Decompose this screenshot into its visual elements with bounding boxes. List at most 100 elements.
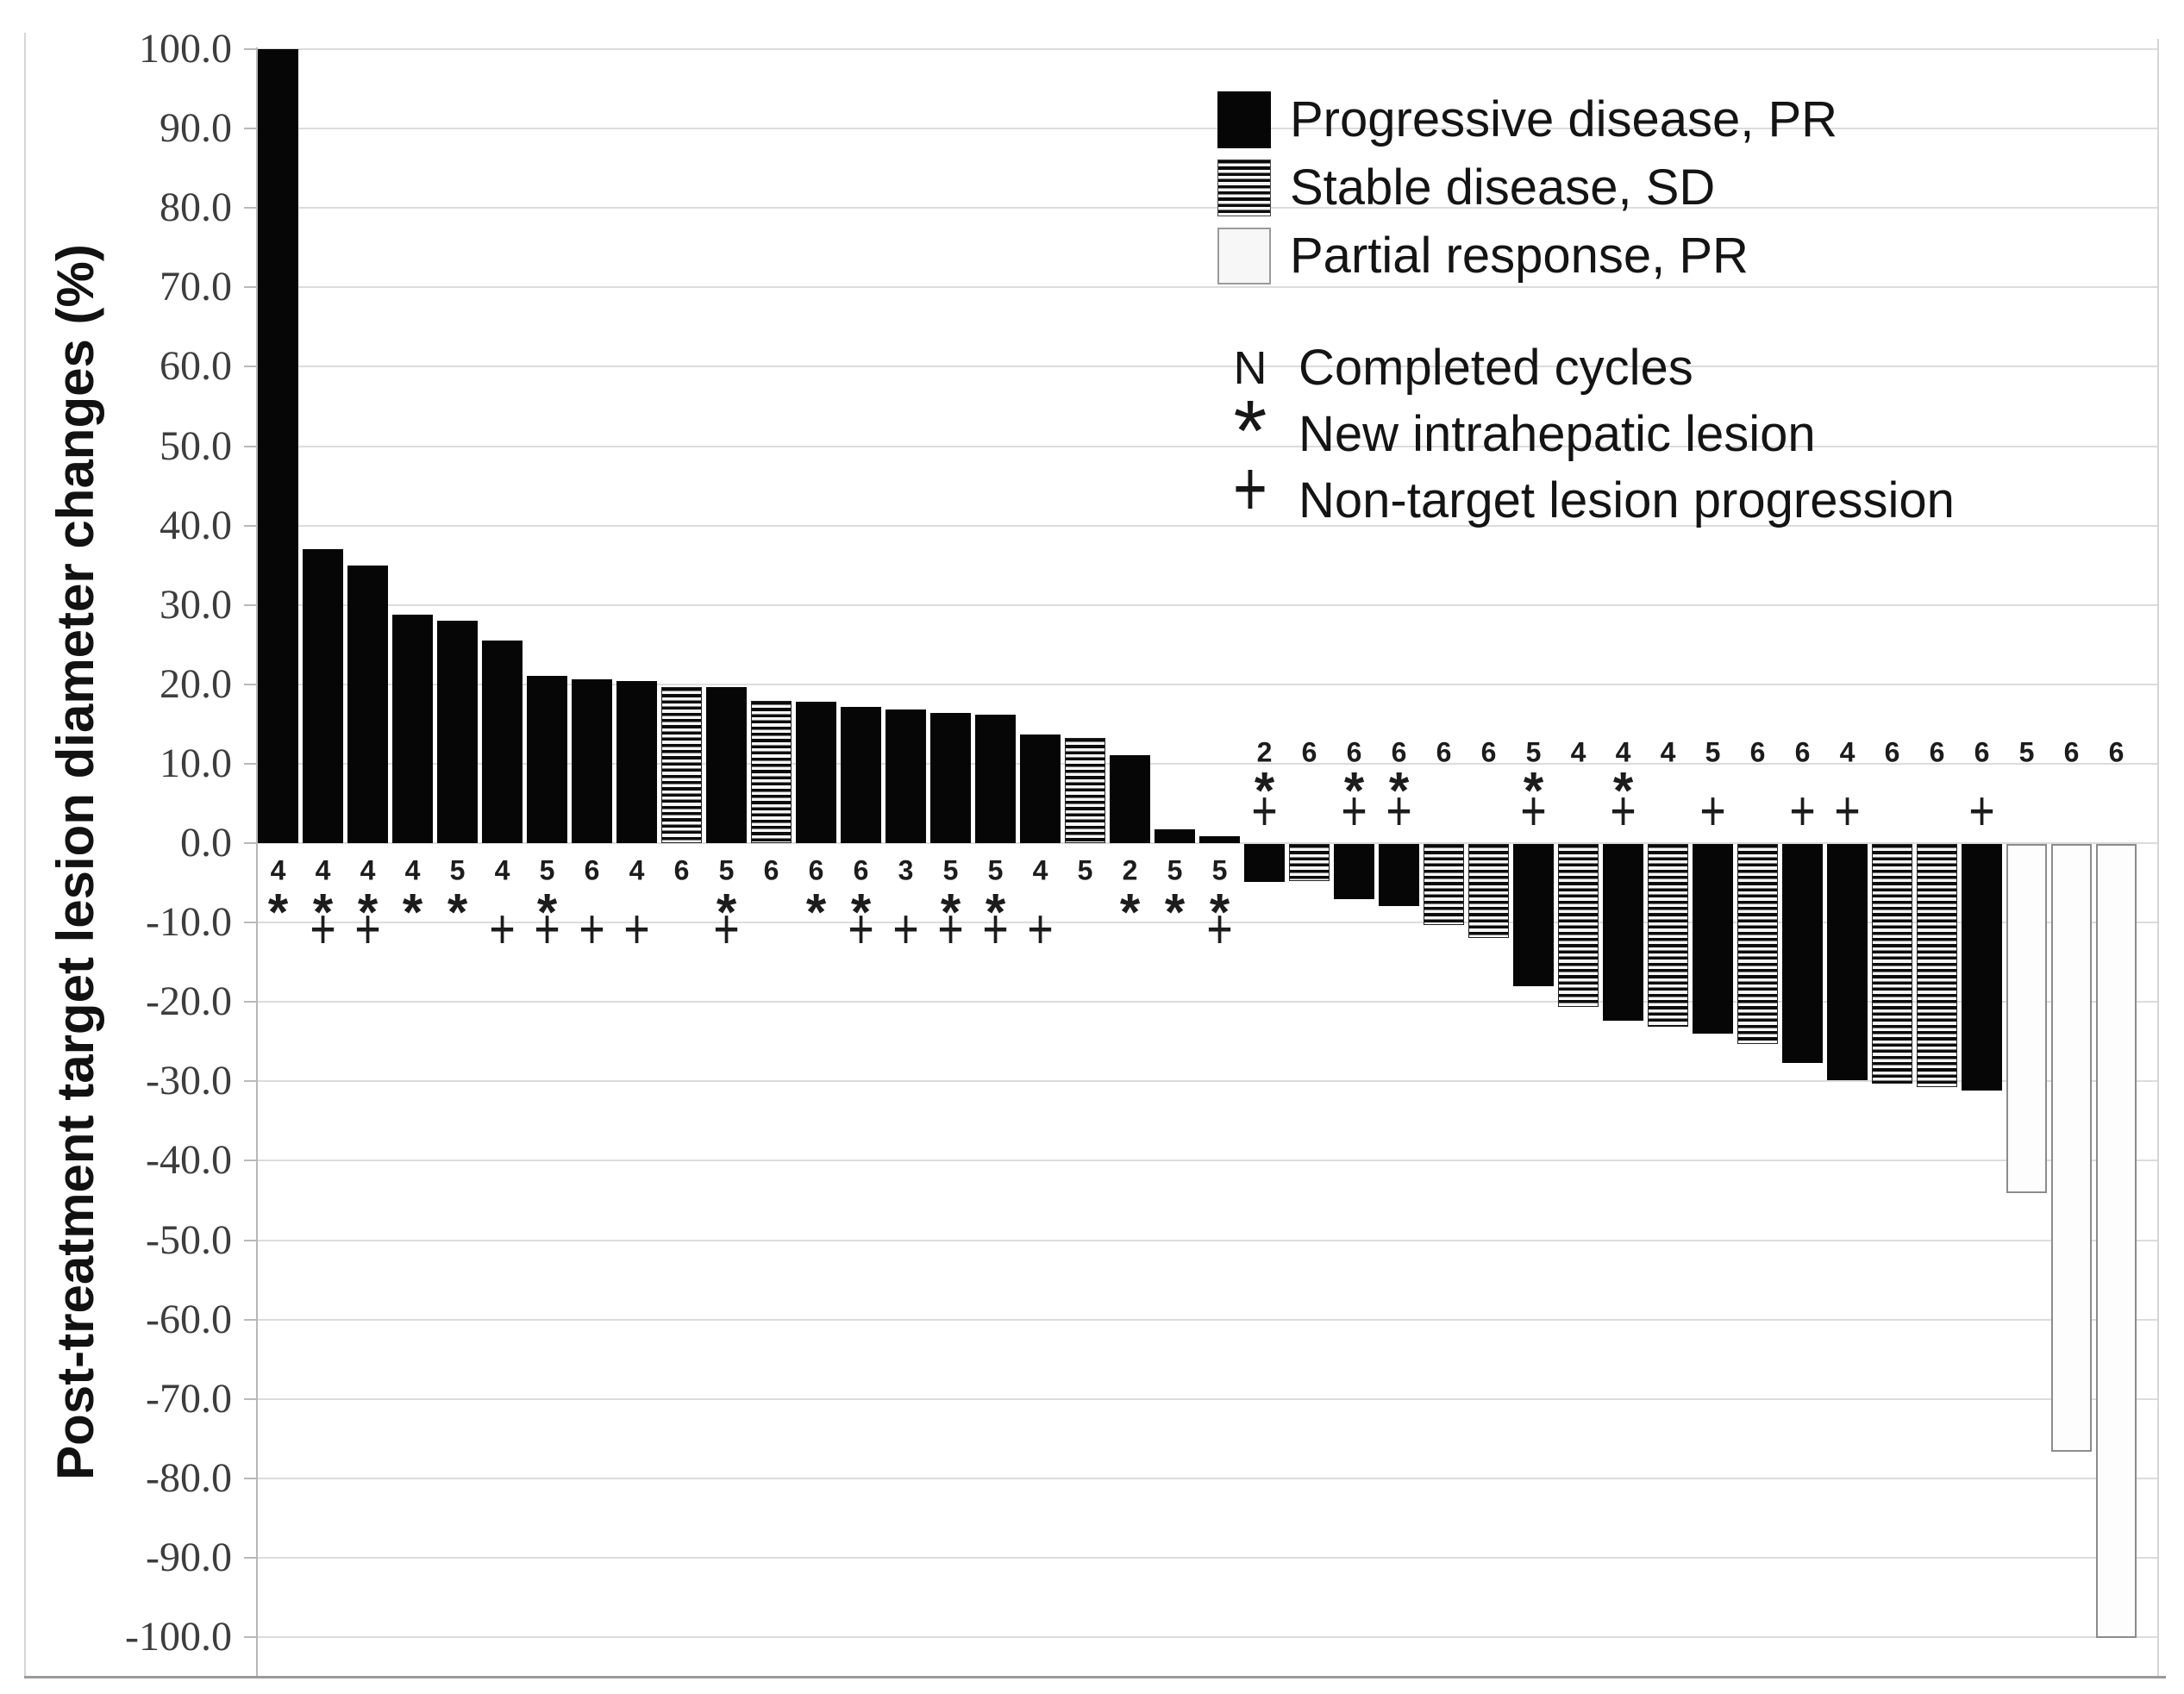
gridline [256,366,2158,368]
bar [1289,844,1330,882]
legend-label: Stable disease, SD [1290,159,1716,216]
y-axis-tick [244,1556,256,1559]
bar-annotation-cycles: 5 [718,854,735,886]
legend-row-completed-cycles: N Completed cycles [1217,334,1955,401]
legend-row-new-intrahepatic-lesion: * New intrahepatic lesion [1217,388,1955,474]
bar-annotation-progression-plus-icon: + [1968,779,1995,843]
bar-annotation-progression-plus-icon: + [1520,779,1547,843]
asterisk-icon: * [1233,383,1267,479]
y-tick-label: 20.0 [160,660,232,707]
bar-annotation-progression-plus-icon: + [579,897,605,961]
y-tick-label: -60.0 [146,1296,232,1342]
bar [1827,844,1868,1080]
bar-annotation-cycles: 6 [1929,736,1945,768]
bar [392,614,433,843]
legend-swatch-white-icon [1217,227,1271,284]
bar [258,49,298,843]
bar [1558,844,1599,1007]
bar-annotation-new-lesion-asterisk-icon: * [536,883,558,941]
y-axis-tick [244,1636,256,1638]
y-tick-label: 90.0 [160,105,232,152]
bar-annotation-progression-plus-icon: + [848,897,874,961]
bar [885,709,926,843]
legend-row-nontarget-progression: + Non-target lesion progression [1233,444,1955,533]
bar [661,687,702,843]
y-axis-tick [244,286,256,289]
bar [1334,844,1374,899]
y-tick-label: 60.0 [160,343,232,390]
bar-annotation-cycles: 2 [1122,854,1138,886]
bar-annotation-cycles: 6 [2063,736,2080,768]
bar-annotation-progression-plus-icon: + [892,897,919,961]
chart-frame-right [2157,39,2159,1676]
gridline [256,524,2158,527]
y-tick-label: -80.0 [146,1454,232,1501]
bar-annotation-progression-plus-icon: + [534,897,560,961]
legend-swatch-solid-black-icon [1217,91,1271,148]
bar [751,701,792,843]
bar [1110,754,1150,843]
bar-annotation-new-lesion-asterisk-icon: * [357,883,379,941]
bar-annotation-cycles: 5 [539,854,555,886]
bar-annotation-progression-plus-icon: + [1610,779,1636,843]
bar-annotation-cycles: 4 [1615,736,1631,768]
bar-annotation-cycles: 6 [1436,736,1452,768]
bar [1737,844,1778,1045]
gridline [256,1318,2158,1321]
y-axis-tick [244,128,256,130]
bar [1424,844,1464,925]
y-axis-tick [244,1001,256,1003]
bar-annotation-progression-plus-icon: + [1341,779,1367,843]
bar-annotation-cycles: 6 [1301,736,1317,768]
gridline [256,1556,2158,1559]
bar-annotation-new-lesion-asterisk-icon: * [312,883,334,941]
bar [1872,844,1912,1085]
bar [1020,734,1061,843]
y-tick-label: -20.0 [146,978,232,1025]
bar [796,702,836,843]
y-axis-tick [244,207,256,209]
bar-annotation-progression-plus-icon: + [1206,897,1233,961]
bar-annotation-new-lesion-asterisk-icon: * [1523,761,1544,820]
y-axis-tick [244,762,256,765]
bar-annotation-cycles: 6 [1884,736,1900,768]
bar-annotation-progression-plus-icon: + [937,897,964,961]
y-tick-label: -50.0 [146,1216,232,1263]
y-tick-label: 30.0 [160,581,232,628]
gridline [256,286,2158,289]
gridline [256,683,2158,685]
gridline [256,48,2158,50]
y-tick-label: -40.0 [146,1137,232,1184]
bar [1065,737,1105,843]
bar-annotation-progression-plus-icon: + [1789,779,1816,843]
bar [482,641,523,843]
bar-annotation-new-lesion-asterisk-icon: * [985,883,1006,941]
y-axis-tick [244,1080,256,1083]
bar-annotation-cycles: 5 [1705,736,1721,768]
bar-annotation-cycles: 6 [1480,736,1497,768]
bar [572,679,612,843]
y-axis-tick [244,842,256,844]
legend-symbols: N Completed cycles * New intrahepatic le… [1217,334,1955,534]
bar-annotation-cycles: 4 [1032,854,1048,886]
legend-label: Progressive disease, PR [1290,91,1838,147]
bar-annotation-cycles: 6 [584,854,600,886]
bar [1468,844,1509,938]
cycles-symbol: N [1233,341,1267,394]
y-axis-tick [244,445,256,447]
bar-annotation-cycles: 5 [1211,854,1228,886]
bar-annotation-new-lesion-asterisk-icon: * [940,883,961,941]
y-axis-tick [244,683,256,685]
bar-annotation-new-lesion-asterisk-icon: * [447,883,468,941]
bar-annotation-cycles: 5 [942,854,959,886]
y-tick-label: -30.0 [146,1058,232,1104]
bar-annotation-progression-plus-icon: + [310,897,336,961]
bar-annotation-new-lesion-asterisk-icon: * [850,883,872,941]
bar [1244,844,1285,883]
bar-annotation-new-lesion-asterisk-icon: * [805,883,827,941]
gridline [256,922,2158,924]
bar-annotation-cycles: 6 [1391,736,1407,768]
bar-annotation-cycles: 5 [1167,854,1183,886]
bar [2096,844,2137,1638]
